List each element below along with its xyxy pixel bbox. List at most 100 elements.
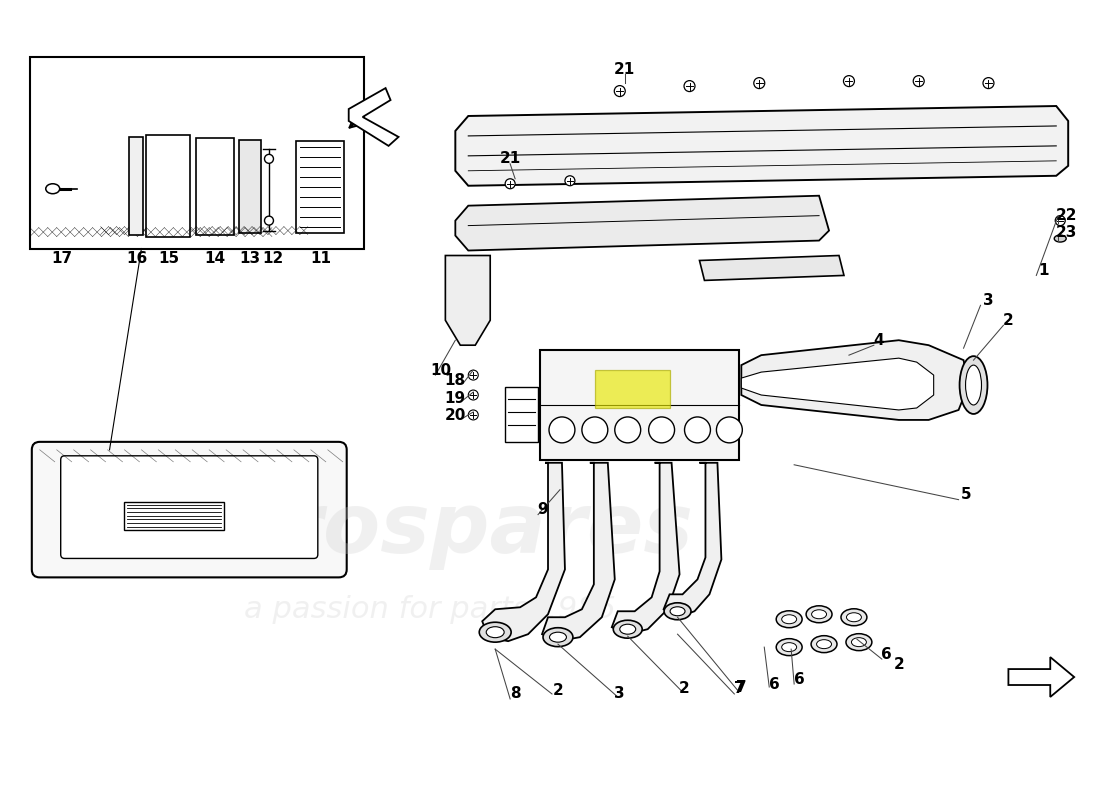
Text: 2: 2 bbox=[679, 682, 690, 697]
Circle shape bbox=[549, 417, 575, 443]
Circle shape bbox=[844, 76, 855, 86]
Polygon shape bbox=[612, 462, 680, 634]
Ellipse shape bbox=[812, 610, 826, 618]
Ellipse shape bbox=[966, 365, 981, 405]
Text: 12: 12 bbox=[262, 250, 284, 266]
Polygon shape bbox=[482, 462, 565, 641]
Text: 3: 3 bbox=[983, 293, 993, 308]
Bar bbox=[124, 502, 224, 530]
Circle shape bbox=[582, 417, 608, 443]
Ellipse shape bbox=[782, 642, 796, 652]
Circle shape bbox=[505, 178, 515, 189]
Polygon shape bbox=[455, 196, 829, 250]
Circle shape bbox=[754, 78, 764, 89]
Circle shape bbox=[716, 417, 742, 443]
Text: 19: 19 bbox=[444, 390, 466, 406]
Ellipse shape bbox=[486, 626, 504, 638]
Polygon shape bbox=[741, 340, 968, 420]
Ellipse shape bbox=[480, 622, 512, 642]
Text: 6: 6 bbox=[881, 646, 892, 662]
Circle shape bbox=[649, 417, 674, 443]
Ellipse shape bbox=[550, 632, 566, 642]
Circle shape bbox=[983, 78, 994, 89]
FancyBboxPatch shape bbox=[32, 442, 346, 578]
Ellipse shape bbox=[782, 614, 796, 624]
Text: 1: 1 bbox=[1038, 263, 1048, 278]
Ellipse shape bbox=[543, 628, 573, 646]
Ellipse shape bbox=[851, 638, 867, 646]
Text: 6: 6 bbox=[769, 677, 780, 691]
Text: 14: 14 bbox=[205, 250, 225, 266]
Text: 3: 3 bbox=[615, 686, 625, 702]
Bar bbox=[296, 141, 343, 233]
Ellipse shape bbox=[847, 613, 861, 622]
Bar bbox=[146, 135, 190, 237]
Text: 5: 5 bbox=[961, 487, 972, 502]
Polygon shape bbox=[700, 255, 844, 281]
Circle shape bbox=[684, 81, 695, 91]
Circle shape bbox=[469, 390, 478, 400]
Circle shape bbox=[913, 76, 924, 86]
Ellipse shape bbox=[846, 634, 872, 650]
Circle shape bbox=[614, 86, 625, 97]
Text: 7: 7 bbox=[736, 679, 747, 694]
Text: 15: 15 bbox=[158, 250, 180, 266]
Circle shape bbox=[1055, 216, 1065, 226]
Bar bbox=[239, 140, 261, 233]
Ellipse shape bbox=[959, 356, 988, 414]
Polygon shape bbox=[349, 88, 398, 146]
Text: 2: 2 bbox=[552, 683, 563, 698]
Text: 7: 7 bbox=[734, 682, 745, 697]
Ellipse shape bbox=[816, 640, 832, 649]
Circle shape bbox=[469, 370, 478, 380]
Bar bbox=[505, 387, 538, 442]
Bar bbox=[130, 137, 143, 234]
Text: 2: 2 bbox=[893, 657, 904, 671]
Circle shape bbox=[469, 410, 478, 420]
Ellipse shape bbox=[614, 620, 642, 638]
Ellipse shape bbox=[670, 606, 685, 616]
Text: 23: 23 bbox=[1056, 225, 1077, 240]
Ellipse shape bbox=[664, 602, 691, 620]
Text: 11: 11 bbox=[310, 250, 331, 266]
Circle shape bbox=[565, 176, 575, 186]
Text: 9: 9 bbox=[538, 502, 548, 517]
Polygon shape bbox=[1009, 657, 1075, 697]
Bar bbox=[595, 370, 670, 408]
Bar bbox=[196, 138, 234, 234]
Text: 20: 20 bbox=[444, 409, 466, 423]
Text: 13: 13 bbox=[240, 250, 261, 266]
Ellipse shape bbox=[1054, 235, 1066, 242]
Ellipse shape bbox=[619, 624, 636, 634]
Bar bbox=[540, 350, 739, 460]
Polygon shape bbox=[446, 255, 491, 345]
Ellipse shape bbox=[811, 636, 837, 653]
Text: 21: 21 bbox=[499, 151, 520, 166]
Ellipse shape bbox=[46, 184, 59, 194]
Polygon shape bbox=[542, 462, 615, 641]
Polygon shape bbox=[663, 462, 722, 618]
Text: 8: 8 bbox=[509, 686, 520, 702]
Circle shape bbox=[615, 417, 640, 443]
Text: 17: 17 bbox=[51, 250, 73, 266]
Bar bbox=[30, 57, 364, 249]
Text: 18: 18 bbox=[444, 373, 466, 387]
Ellipse shape bbox=[806, 606, 832, 622]
Text: 2: 2 bbox=[1003, 313, 1014, 328]
Text: eurospares: eurospares bbox=[167, 489, 694, 570]
Polygon shape bbox=[455, 106, 1068, 186]
Ellipse shape bbox=[777, 638, 802, 656]
Text: 22: 22 bbox=[1056, 208, 1077, 223]
Ellipse shape bbox=[842, 609, 867, 626]
Text: 4: 4 bbox=[873, 333, 884, 348]
Ellipse shape bbox=[777, 610, 802, 628]
Text: 16: 16 bbox=[125, 250, 147, 266]
Circle shape bbox=[264, 154, 274, 163]
Polygon shape bbox=[741, 358, 934, 410]
Text: a passion for parts 1985: a passion for parts 1985 bbox=[244, 594, 616, 624]
FancyBboxPatch shape bbox=[60, 456, 318, 558]
Circle shape bbox=[264, 216, 274, 225]
Circle shape bbox=[684, 417, 711, 443]
Text: 21: 21 bbox=[614, 62, 636, 77]
Text: 10: 10 bbox=[430, 362, 451, 378]
